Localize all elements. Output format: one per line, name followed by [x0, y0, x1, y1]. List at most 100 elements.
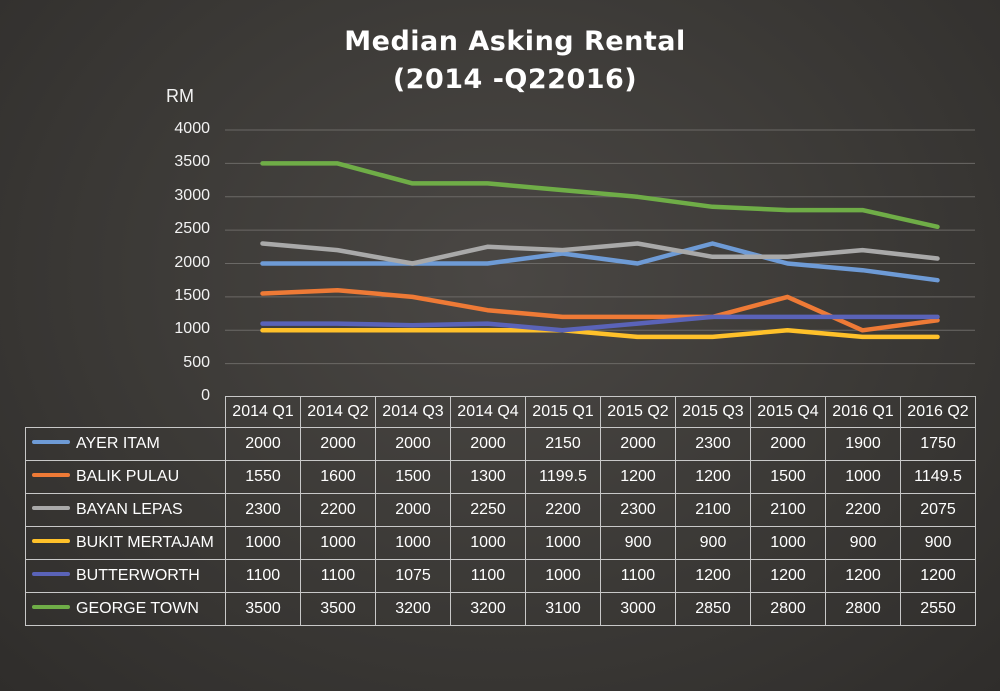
data-value-cell: 2800: [750, 592, 826, 626]
series-name: BUKIT MERTAJAM: [76, 534, 214, 551]
data-value-cell: 1550: [225, 460, 301, 494]
data-value-cell: 1149.5: [900, 460, 976, 494]
data-value-cell: 2300: [600, 493, 676, 527]
series-line-bukit-mertajam: [260, 328, 940, 340]
series-line-george-town: [260, 161, 940, 230]
data-value-cell: 3100: [525, 592, 601, 626]
data-value-cell: 2800: [825, 592, 901, 626]
series-legend-cell: BALIK PULAU: [25, 460, 226, 494]
data-value-cell: 2200: [525, 493, 601, 527]
data-value-cell: 1000: [450, 526, 526, 560]
table-row: BUTTERWORTH 1100 1100 1075 1100 1000 1100 1200 1…: [25, 559, 976, 593]
table-header-row: 2014 Q1 2014 Q2 2014 Q3 2014 Q4 2015 Q1 2015 …: [25, 396, 976, 428]
series-line-ayer-itam: [260, 241, 940, 283]
series-legend-cell: BUTTERWORTH: [25, 559, 226, 593]
data-value-cell: 1100: [600, 559, 676, 593]
data-value-cell: 2000: [450, 427, 526, 461]
data-value-cell: 1300: [450, 460, 526, 494]
series-legend-cell: AYER ITAM: [25, 427, 226, 461]
legend-key: [32, 505, 70, 510]
y-tick-label: 3000: [174, 186, 210, 204]
category-header-cell: 2015 Q1: [525, 396, 601, 428]
data-value-cell: 1199.5: [525, 460, 601, 494]
category-header-cell: 2014 Q4: [450, 396, 526, 428]
data-value-cell: 2000: [750, 427, 826, 461]
data-value-cell: 1000: [750, 526, 826, 560]
data-value-cell: 1600: [300, 460, 376, 494]
data-value-cell: 1100: [300, 559, 376, 593]
data-value-cell: 1900: [825, 427, 901, 461]
data-value-cell: 1200: [675, 460, 751, 494]
category-header-cell: 2016 Q2: [900, 396, 976, 428]
data-value-cell: 1100: [450, 559, 526, 593]
series-line-bayan-lepas: [260, 241, 940, 266]
y-tick-label: 1000: [174, 320, 210, 338]
category-header-cell: 2014 Q3: [375, 396, 451, 428]
data-value-cell: 3200: [450, 592, 526, 626]
data-value-cell: 2000: [600, 427, 676, 461]
category-header-cell: 2014 Q2: [300, 396, 376, 428]
category-header-cell: 2015 Q2: [600, 396, 676, 428]
data-value-cell: 1000: [525, 526, 601, 560]
table-row: BUKIT MERTAJAM 1000 1000 1000 1000 1000 900 900…: [25, 526, 976, 560]
y-tick-label: 500: [183, 353, 210, 371]
data-value-cell: 1200: [900, 559, 976, 593]
category-header-cell: 2014 Q1: [225, 396, 301, 428]
series-legend-cell: GEORGE TOWN: [25, 592, 226, 626]
legend-key: [32, 472, 70, 477]
legend-key: [32, 439, 70, 444]
data-value-cell: 3200: [375, 592, 451, 626]
data-value-cell: 1200: [750, 559, 826, 593]
legend-key: [32, 604, 70, 609]
table-corner-cell: [25, 396, 226, 428]
data-value-cell: 1200: [825, 559, 901, 593]
data-value-cell: 2200: [825, 493, 901, 527]
chart-title-line1: Median Asking Rental: [344, 26, 686, 57]
data-value-cell: 2075: [900, 493, 976, 527]
series-name: BAYAN LEPAS: [76, 501, 183, 518]
data-value-cell: 1000: [825, 460, 901, 494]
data-value-cell: 1000: [375, 526, 451, 560]
legend-key: [32, 538, 70, 543]
data-value-cell: 1075: [375, 559, 451, 593]
y-axis-unit-label: RM: [166, 86, 194, 106]
data-value-cell: 2000: [375, 493, 451, 527]
category-header-cell: 2015 Q3: [675, 396, 751, 428]
table-row: BALIK PULAU 1550 1600 1500 1300 1199.5 1200 120…: [25, 460, 976, 494]
chart-title-line2: (2014 -Q22016): [392, 64, 638, 95]
series-legend-cell: BAYAN LEPAS: [25, 493, 226, 527]
series-name: GEORGE TOWN: [76, 600, 199, 617]
table-row: GEORGE TOWN 3500 3500 3200 3200 3100 3000 2850 2…: [25, 592, 976, 626]
legend-key: [32, 571, 70, 576]
data-value-cell: 2000: [375, 427, 451, 461]
series-line-balik-pulau: [260, 287, 940, 333]
y-tick-label: 1500: [174, 286, 210, 304]
data-value-cell: 3000: [600, 592, 676, 626]
data-value-cell: 2300: [675, 427, 751, 461]
y-tick-label: 3500: [174, 153, 210, 171]
table-row: AYER ITAM 2000 2000 2000 2000 2150 2000 2300 200…: [25, 427, 976, 461]
data-value-cell: 900: [600, 526, 676, 560]
data-table: 2014 Q1 2014 Q2 2014 Q3 2014 Q4 2015 Q1 2015 …: [25, 396, 976, 626]
data-value-cell: 1200: [600, 460, 676, 494]
data-value-cell: 2000: [300, 427, 376, 461]
data-value-cell: 1750: [900, 427, 976, 461]
series-line-butterworth: [260, 314, 940, 333]
data-value-cell: 1200: [675, 559, 751, 593]
data-value-cell: 2550: [900, 592, 976, 626]
data-value-cell: 900: [900, 526, 976, 560]
data-value-cell: 1100: [225, 559, 301, 593]
data-value-cell: 1000: [525, 559, 601, 593]
table-row: BAYAN LEPAS 2300 2200 2000 2250 2200 2300 2100 2…: [25, 493, 976, 527]
data-value-cell: 2100: [675, 493, 751, 527]
y-tick-label: 0: [201, 387, 210, 404]
data-value-cell: 2300: [225, 493, 301, 527]
series-name: BUTTERWORTH: [76, 567, 200, 584]
data-value-cell: 2250: [450, 493, 526, 527]
data-value-cell: 1000: [300, 526, 376, 560]
category-header-cell: 2016 Q1: [825, 396, 901, 428]
data-value-cell: 1500: [375, 460, 451, 494]
y-tick-label: 2000: [174, 253, 210, 271]
data-value-cell: 2850: [675, 592, 751, 626]
data-value-cell: 900: [825, 526, 901, 560]
